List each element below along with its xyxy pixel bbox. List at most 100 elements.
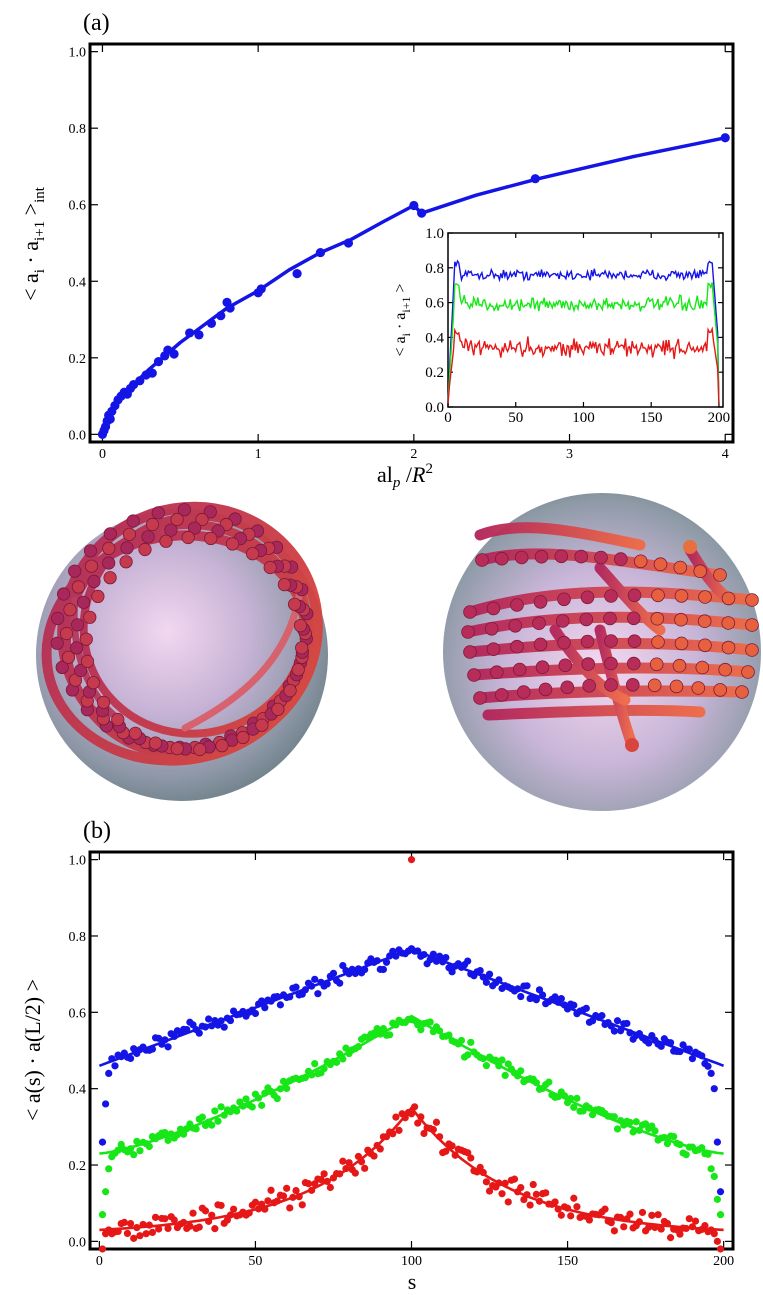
data-point <box>573 1094 581 1102</box>
bead <box>718 662 732 677</box>
data-point <box>585 1216 594 1224</box>
data-point <box>517 1183 525 1192</box>
data-point <box>142 1230 150 1238</box>
data-point <box>464 1051 472 1059</box>
data-point <box>648 1211 656 1219</box>
data-point <box>147 368 157 378</box>
bead <box>225 537 240 551</box>
data-point <box>370 1152 378 1160</box>
data-point <box>666 1234 675 1242</box>
data-point <box>195 1029 203 1037</box>
data-point <box>682 1151 690 1159</box>
y-tick-label: 0.6 <box>69 199 87 214</box>
bead <box>554 549 569 564</box>
data-point <box>626 1118 634 1127</box>
data-point <box>267 1186 275 1194</box>
bead <box>494 551 509 566</box>
data-point <box>530 174 540 184</box>
bead <box>698 590 712 604</box>
x-tick-label: 200 <box>708 410 731 426</box>
data-point <box>98 1211 107 1219</box>
bead <box>68 564 82 578</box>
bead <box>557 635 571 650</box>
bead <box>533 637 548 652</box>
data-point <box>342 1044 350 1052</box>
data-point <box>707 1069 715 1078</box>
bead <box>582 678 596 693</box>
data-point <box>161 1128 169 1137</box>
data-point <box>326 1183 334 1192</box>
bead <box>128 726 142 740</box>
bead <box>76 595 91 609</box>
data-point <box>283 1184 291 1192</box>
data-point <box>482 978 491 986</box>
bead <box>83 610 97 624</box>
data-point <box>517 992 525 1001</box>
bead <box>59 626 74 641</box>
bead <box>80 654 95 669</box>
bead <box>745 593 759 607</box>
data-point <box>315 247 326 258</box>
data-point <box>485 1187 494 1195</box>
data-point <box>526 1201 534 1209</box>
data-point <box>448 968 456 976</box>
y-tick-label: 0.6 <box>69 1006 87 1021</box>
data-point <box>713 1195 721 1203</box>
y-tick-label: 0.0 <box>425 400 444 416</box>
bead <box>651 588 665 603</box>
bead <box>475 553 489 567</box>
data-point <box>373 1025 381 1033</box>
data-point <box>136 1147 144 1155</box>
bead <box>626 656 641 671</box>
data-point <box>320 1170 328 1178</box>
data-point <box>688 1055 697 1063</box>
data-point <box>126 1219 135 1228</box>
bead <box>627 588 642 603</box>
bead <box>102 556 116 570</box>
data-point <box>201 1207 210 1215</box>
bead <box>71 618 85 632</box>
bead <box>291 663 305 677</box>
data-point <box>713 1138 721 1146</box>
y-tick-label: 0.8 <box>425 261 444 277</box>
inset-series <box>447 259 720 404</box>
data-point <box>120 1218 128 1227</box>
data-point <box>105 1165 113 1173</box>
panel-b-fit-lines <box>98 947 725 1232</box>
data-point <box>153 357 164 367</box>
data-point <box>361 1164 369 1172</box>
bead <box>721 640 736 655</box>
center-point <box>407 856 416 864</box>
bead <box>51 611 65 626</box>
data-point <box>501 1071 509 1080</box>
x-tick-label: 3 <box>566 447 573 462</box>
data-point <box>532 1190 540 1198</box>
y-tick-label: 0.0 <box>69 428 87 443</box>
bead <box>63 603 77 617</box>
data-point <box>510 1175 519 1183</box>
panel-b-x-label: s <box>408 1269 417 1294</box>
data-point <box>298 1201 306 1209</box>
bead <box>87 574 101 589</box>
bead <box>533 595 548 609</box>
bead <box>215 739 229 753</box>
data-point <box>256 284 266 294</box>
bead <box>674 636 689 651</box>
data-point <box>164 1136 172 1144</box>
panel-a-y-ticks: 0.0 0.2 0.4 0.6 0.8 1.0 <box>69 46 733 443</box>
data-point <box>523 982 531 990</box>
inset-y-ticks: 0.0 0.2 0.4 0.6 0.8 1.0 <box>425 226 723 416</box>
bead <box>650 611 665 626</box>
bead <box>277 577 291 592</box>
inset-series-line <box>447 326 720 404</box>
bead <box>120 541 134 555</box>
data-point <box>155 1225 163 1233</box>
bead <box>263 560 277 575</box>
data-point <box>248 1103 256 1111</box>
data-point <box>720 133 730 143</box>
bead <box>535 660 550 674</box>
bead <box>674 612 688 627</box>
data-point <box>567 1212 575 1220</box>
bead <box>86 676 101 690</box>
x-tick-label: 1 <box>255 447 262 462</box>
